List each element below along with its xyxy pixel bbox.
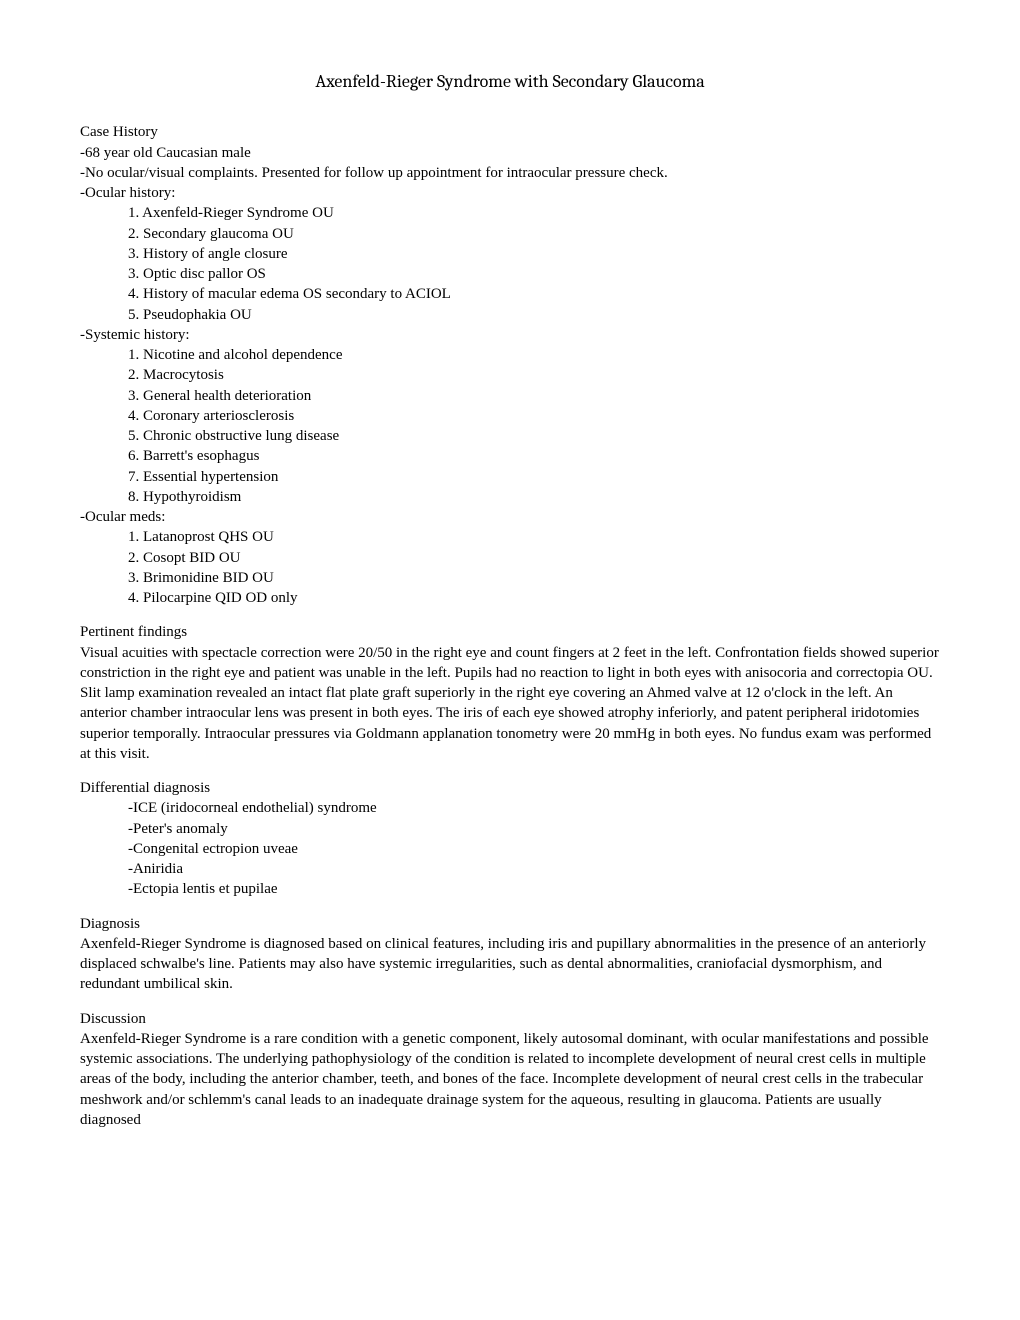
list-item: 2. Secondary glaucoma OU <box>80 224 940 244</box>
list-item: 1. Axenfeld-Rieger Syndrome OU <box>80 203 940 223</box>
list-item: 6. Barrett's esophagus <box>80 446 940 466</box>
list-item: 5. Pseudophakia OU <box>80 305 940 325</box>
list-item: 7. Essential hypertension <box>80 467 940 487</box>
patient-line: -68 year old Caucasian male <box>80 143 940 163</box>
case-history-heading: Case History <box>80 122 940 142</box>
list-item: 2. Cosopt BID OU <box>80 548 940 568</box>
systemic-history-label: -Systemic history: <box>80 325 940 345</box>
list-item: 1. Nicotine and alcohol dependence <box>80 345 940 365</box>
list-item: 3. Brimonidine BID OU <box>80 568 940 588</box>
list-item: 3. General health deterioration <box>80 386 940 406</box>
diagnosis-heading: Diagnosis <box>80 914 940 934</box>
pertinent-body: Visual acuities with spectacle correctio… <box>80 643 940 765</box>
discussion-body: Axenfeld-Rieger Syndrome is a rare condi… <box>80 1029 940 1130</box>
discussion-heading: Discussion <box>80 1009 940 1029</box>
list-item: -Ectopia lentis et pupilae <box>80 879 940 899</box>
document-title: Axenfeld-Rieger Syndrome with Secondary … <box>80 70 940 94</box>
list-item: 4. History of macular edema OS secondary… <box>80 284 940 304</box>
list-item: -Congenital ectropion uveae <box>80 839 940 859</box>
list-item: -ICE (iridocorneal endothelial) syndrome <box>80 798 940 818</box>
list-item: 5. Chronic obstructive lung disease <box>80 426 940 446</box>
pertinent-heading: Pertinent findings <box>80 622 940 642</box>
diagnosis-body: Axenfeld-Rieger Syndrome is diagnosed ba… <box>80 934 940 995</box>
complaint-line: -No ocular/visual complaints. Presented … <box>80 163 940 183</box>
list-item: -Aniridia <box>80 859 940 879</box>
differential-heading: Differential diagnosis <box>80 778 940 798</box>
list-item: 4. Coronary arteriosclerosis <box>80 406 940 426</box>
ocular-history-label: -Ocular history: <box>80 183 940 203</box>
list-item: 4. Pilocarpine QID OD only <box>80 588 940 608</box>
list-item: -Peter's anomaly <box>80 819 940 839</box>
list-item: 2. Macrocytosis <box>80 365 940 385</box>
list-item: 3. History of angle closure <box>80 244 940 264</box>
list-item: 8. Hypothyroidism <box>80 487 940 507</box>
list-item: 1. Latanoprost QHS OU <box>80 527 940 547</box>
list-item: 3. Optic disc pallor OS <box>80 264 940 284</box>
ocular-meds-label: -Ocular meds: <box>80 507 940 527</box>
